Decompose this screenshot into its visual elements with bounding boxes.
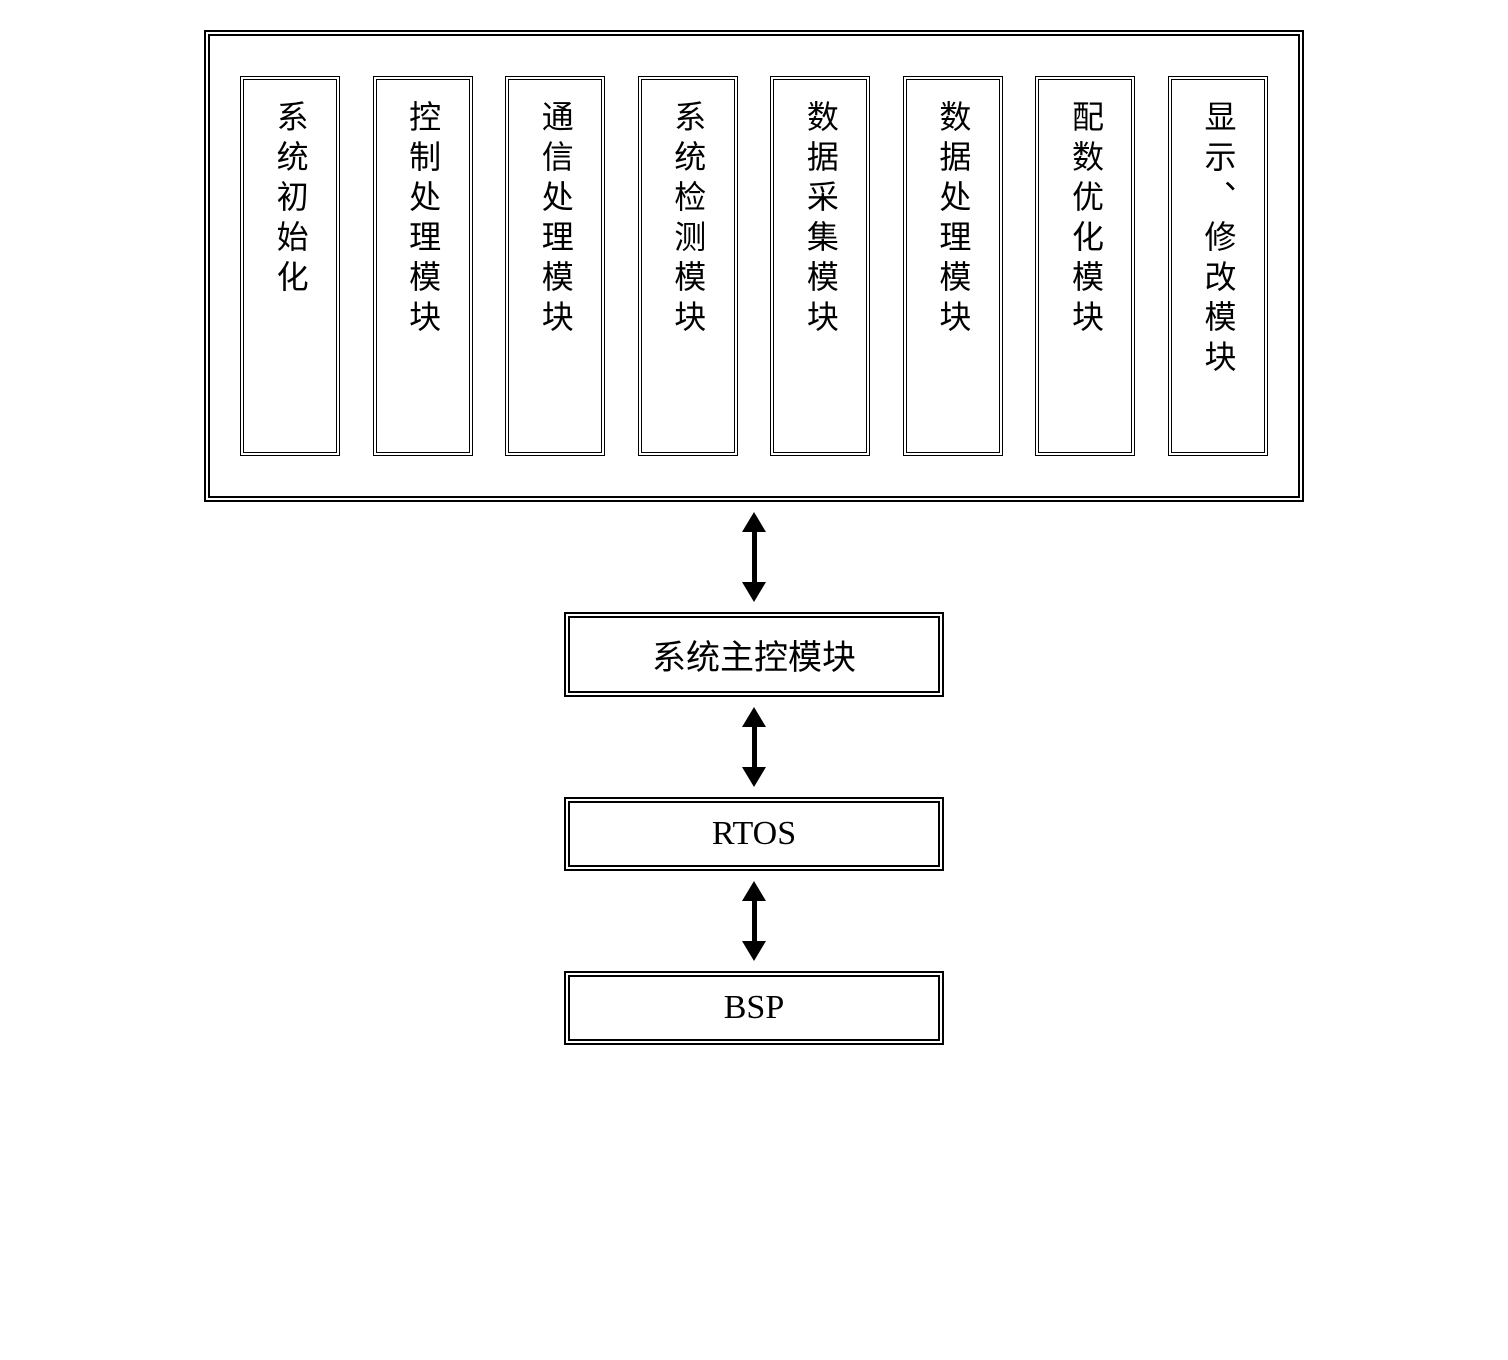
- rtos-box: RTOS: [564, 797, 944, 871]
- module-label: 配数优化模块: [1060, 100, 1111, 340]
- main-control-box: 系统主控模块: [564, 612, 944, 697]
- module-label: 系统初始化: [264, 100, 315, 300]
- module-data-processing: 数据处理模块: [903, 76, 1003, 456]
- arrow-up-head-icon: [742, 707, 766, 727]
- module-label: 数据处理模块: [927, 100, 978, 340]
- arrow-up-head-icon: [742, 512, 766, 532]
- arrow-line: [752, 727, 757, 767]
- module-label: 控制处理模块: [397, 100, 448, 340]
- arrow-line: [752, 901, 757, 941]
- arrow-down-head-icon: [742, 767, 766, 787]
- diagram-container: 系统初始化 控制处理模块 通信处理模块 系统检测模块 数据采集模块 数据处理模块…: [30, 30, 1478, 1045]
- arrow-line: [752, 532, 757, 582]
- arrow-2: [742, 707, 766, 787]
- module-system-init: 系统初始化: [240, 76, 340, 456]
- module-config-optimization: 配数优化模块: [1035, 76, 1135, 456]
- modules-container: 系统初始化 控制处理模块 通信处理模块 系统检测模块 数据采集模块 数据处理模块…: [204, 30, 1304, 502]
- arrow-3: [742, 881, 766, 961]
- arrow-up-head-icon: [742, 881, 766, 901]
- rtos-label: RTOS: [712, 815, 796, 852]
- module-display-modify: 显示、修改模块: [1168, 76, 1268, 456]
- module-label: 通信处理模块: [530, 100, 581, 340]
- module-label: 系统检测模块: [662, 100, 713, 340]
- main-control-label: 系统主控模块: [652, 640, 856, 677]
- arrow-1: [742, 512, 766, 602]
- arrow-down-head-icon: [742, 941, 766, 961]
- module-system-detection: 系统检测模块: [638, 76, 738, 456]
- module-data-collection: 数据采集模块: [770, 76, 870, 456]
- module-label: 数据采集模块: [795, 100, 846, 340]
- module-communication-processing: 通信处理模块: [505, 76, 605, 456]
- bsp-label: BSP: [724, 989, 785, 1026]
- arrow-down-head-icon: [742, 582, 766, 602]
- bsp-box: BSP: [564, 971, 944, 1045]
- module-label: 显示、修改模块: [1192, 100, 1243, 380]
- module-control-processing: 控制处理模块: [373, 76, 473, 456]
